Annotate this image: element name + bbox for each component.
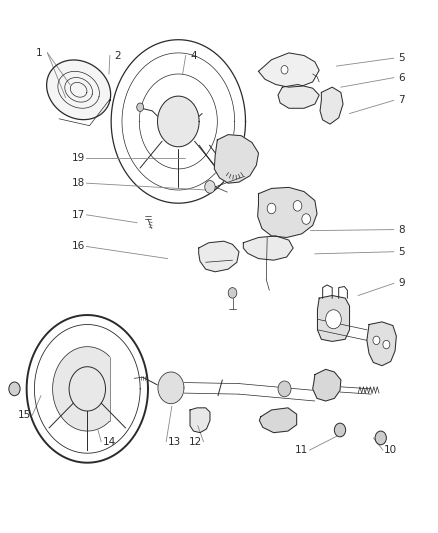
Text: 2: 2 bbox=[114, 51, 121, 61]
Text: 16: 16 bbox=[72, 241, 85, 252]
Text: 5: 5 bbox=[397, 247, 404, 257]
Polygon shape bbox=[53, 346, 110, 431]
Text: 14: 14 bbox=[102, 437, 115, 447]
Polygon shape bbox=[257, 188, 316, 238]
Polygon shape bbox=[198, 241, 238, 272]
Text: 15: 15 bbox=[18, 410, 31, 420]
Polygon shape bbox=[259, 408, 296, 433]
Text: 19: 19 bbox=[72, 154, 85, 164]
Polygon shape bbox=[157, 96, 199, 147]
Circle shape bbox=[293, 200, 301, 211]
Text: 10: 10 bbox=[383, 445, 396, 455]
Circle shape bbox=[374, 431, 385, 445]
Polygon shape bbox=[158, 372, 184, 403]
Circle shape bbox=[325, 310, 340, 329]
Circle shape bbox=[372, 336, 379, 344]
Circle shape bbox=[267, 203, 275, 214]
Text: 5: 5 bbox=[397, 53, 404, 63]
Polygon shape bbox=[258, 53, 318, 87]
Text: 4: 4 bbox=[190, 51, 196, 61]
Text: 12: 12 bbox=[189, 437, 202, 447]
Polygon shape bbox=[69, 367, 105, 411]
Polygon shape bbox=[214, 135, 258, 183]
Circle shape bbox=[136, 103, 143, 111]
Circle shape bbox=[228, 288, 236, 298]
Circle shape bbox=[204, 181, 215, 193]
Polygon shape bbox=[190, 408, 209, 433]
Text: 13: 13 bbox=[167, 437, 180, 447]
Text: 9: 9 bbox=[397, 278, 404, 288]
Circle shape bbox=[334, 423, 345, 437]
Circle shape bbox=[301, 214, 310, 224]
Text: 1: 1 bbox=[36, 48, 43, 58]
Polygon shape bbox=[319, 87, 342, 124]
Text: 8: 8 bbox=[397, 224, 404, 235]
Text: 6: 6 bbox=[397, 72, 404, 83]
Polygon shape bbox=[46, 60, 110, 119]
Circle shape bbox=[277, 381, 290, 397]
Text: 11: 11 bbox=[295, 445, 308, 455]
Text: 7: 7 bbox=[397, 95, 404, 106]
Text: 18: 18 bbox=[72, 178, 85, 188]
Circle shape bbox=[382, 341, 389, 349]
Text: 17: 17 bbox=[72, 210, 85, 220]
Circle shape bbox=[280, 66, 287, 74]
Polygon shape bbox=[366, 322, 396, 366]
Polygon shape bbox=[317, 295, 349, 342]
Circle shape bbox=[9, 382, 20, 395]
Polygon shape bbox=[312, 369, 340, 401]
Polygon shape bbox=[243, 236, 293, 260]
Polygon shape bbox=[277, 85, 318, 108]
